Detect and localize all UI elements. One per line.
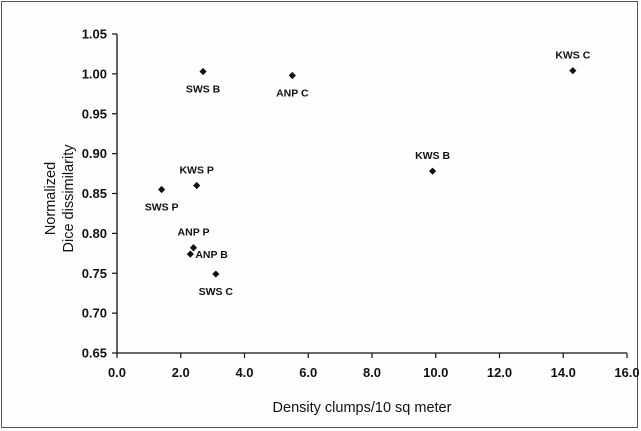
data-point bbox=[569, 67, 577, 75]
data-point bbox=[199, 67, 207, 76]
point-label: SWS P bbox=[145, 202, 179, 214]
data-point bbox=[158, 185, 166, 194]
data-point bbox=[193, 181, 201, 190]
x-tick-label: 6.0 bbox=[299, 365, 317, 380]
y-tick-label: 1.05 bbox=[82, 27, 107, 42]
data-point bbox=[186, 250, 194, 258]
y-tick-label: 0.80 bbox=[82, 226, 107, 241]
y-tick-labels: 0.65 0.70 0.75 0.80 0.85 0.90 0.95 1.00 1.05 bbox=[82, 27, 107, 361]
y-tick-label: 0.65 bbox=[82, 346, 107, 361]
x-axis-title: Density clumps/10 sq meter bbox=[273, 400, 452, 416]
x-tick-label: 2.0 bbox=[172, 365, 190, 380]
y-axis-title: Normalized Dice dissimilarity bbox=[43, 144, 77, 253]
x-tick-label: 14.0 bbox=[551, 365, 576, 380]
point-label: KWS B bbox=[415, 150, 450, 162]
point-label: SWS C bbox=[199, 286, 234, 298]
data-point bbox=[212, 270, 220, 278]
y-tick-label: 0.90 bbox=[82, 146, 107, 161]
x-tick-label: 4.0 bbox=[235, 365, 253, 380]
x-tick-label: 10.0 bbox=[423, 365, 448, 380]
y-tick-label: 0.95 bbox=[82, 106, 107, 121]
point-label: ANP C bbox=[276, 87, 309, 99]
point-label: KWS P bbox=[179, 165, 213, 177]
x-tick-label: 12.0 bbox=[487, 365, 512, 380]
data-point bbox=[428, 167, 437, 175]
data-points bbox=[158, 67, 577, 278]
data-point bbox=[288, 71, 296, 80]
x-tick-label: 16.0 bbox=[614, 365, 639, 380]
x-tick-labels: 0.0 2.0 4.0 6.0 8.0 10.0 12.0 14.0 16.0 bbox=[108, 365, 640, 380]
y-axis-title-line: Dice dissimilarity bbox=[61, 144, 77, 253]
axes bbox=[112, 33, 628, 358]
y-tick-label: 0.70 bbox=[82, 306, 107, 321]
point-label: KWS C bbox=[555, 50, 590, 62]
x-tick-label: 0.0 bbox=[108, 365, 126, 380]
y-axis-title-line: Normalized bbox=[43, 162, 59, 235]
y-tick-label: 0.75 bbox=[82, 266, 107, 281]
x-tick-label: 8.0 bbox=[363, 365, 381, 380]
y-tick-label: 0.85 bbox=[82, 186, 107, 201]
y-tick-label: 1.00 bbox=[82, 66, 107, 81]
point-label: ANP B bbox=[195, 249, 228, 261]
point-labels: SWS B ANP C KWS C KWS B KWS P SWS P ANP P ANP B… bbox=[145, 50, 591, 298]
point-label: SWS B bbox=[186, 83, 221, 95]
data-point bbox=[189, 244, 198, 252]
point-label: ANP P bbox=[178, 227, 210, 239]
